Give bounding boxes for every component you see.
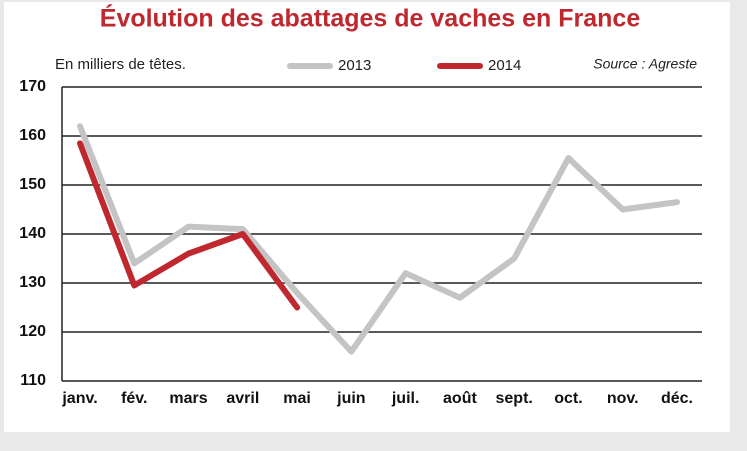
series-line	[77, 123, 680, 355]
y-tick-label: 150	[19, 176, 46, 193]
x-tick-label: oct.	[554, 390, 582, 407]
y-tick-label: 130	[19, 274, 46, 291]
x-tick-label: mai	[283, 390, 311, 407]
x-tick-label: fév.	[121, 390, 147, 407]
y-tick-label: 160	[19, 127, 46, 144]
x-tick-label: sept.	[496, 390, 533, 407]
x-tick-label: mars	[169, 390, 207, 407]
x-tick-label: août	[443, 390, 477, 407]
source: Source : Agreste	[593, 56, 697, 72]
legend-label: 2014	[488, 57, 521, 74]
series-line	[77, 140, 301, 311]
x-tick-label: juin	[336, 390, 365, 407]
y-tick-label: 110	[20, 372, 46, 389]
subtitle: En milliers de têtes.	[55, 56, 186, 73]
y-tick-label: 140	[19, 225, 46, 242]
x-tick-label: déc.	[661, 390, 693, 407]
x-tick-label: janv.	[61, 390, 97, 407]
chart-background	[4, 2, 730, 432]
chart-title: Évolution des abattages de vaches en Fra…	[100, 4, 641, 33]
x-tick-label: juil.	[391, 390, 420, 407]
y-tick-label: 120	[19, 323, 46, 340]
legend-label: 2013	[338, 57, 371, 74]
x-tick-label: avril	[226, 390, 259, 407]
y-tick-label: 170	[19, 78, 46, 95]
x-tick-label: nov.	[607, 390, 639, 407]
